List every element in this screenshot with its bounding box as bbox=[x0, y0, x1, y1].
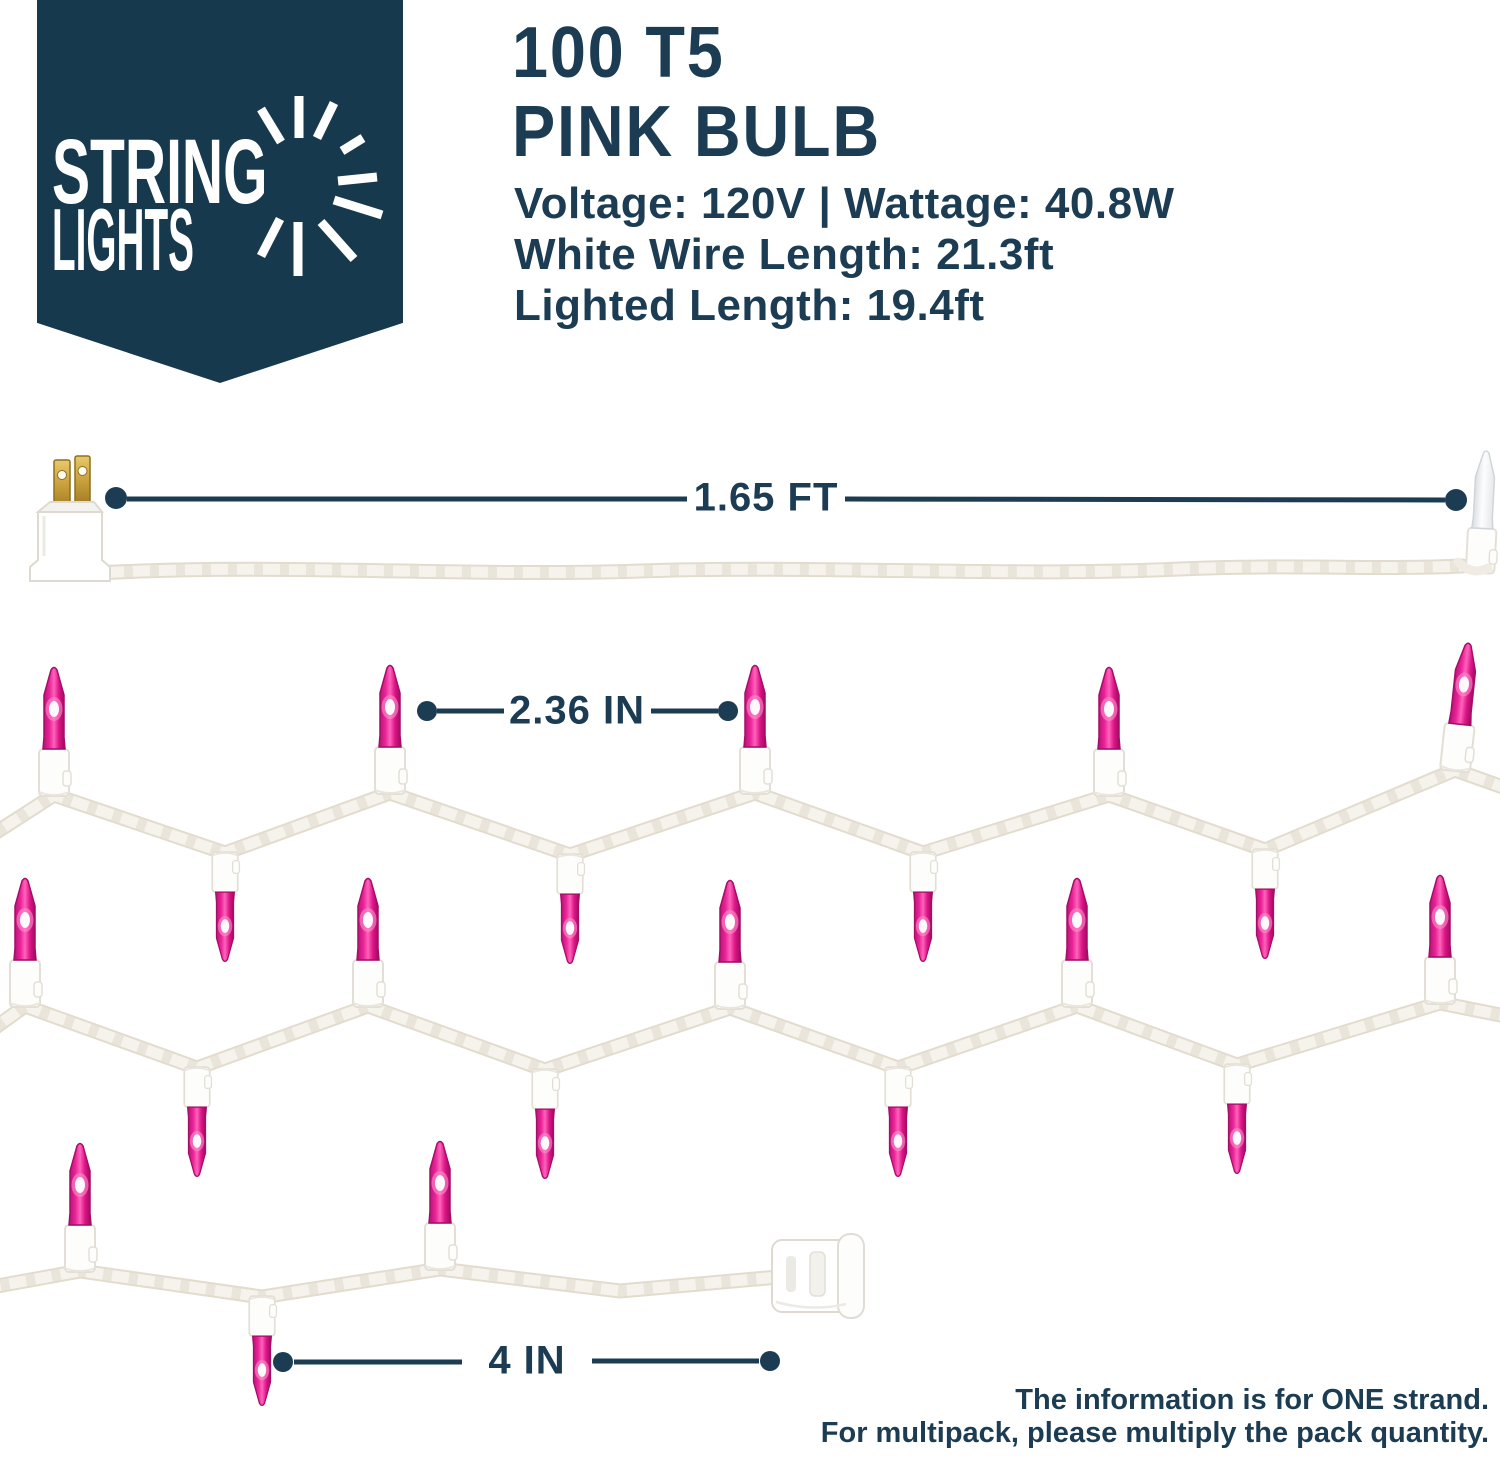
dimension-endpoint-dot bbox=[1445, 489, 1467, 511]
spec-voltage-wattage: Voltage: 120V | Wattage: 40.8W bbox=[514, 179, 1175, 228]
pink-bulb-down-icon bbox=[249, 1296, 276, 1405]
page-title-line2: PINK BULB bbox=[512, 92, 881, 172]
pink-bulb-up-icon bbox=[375, 666, 407, 795]
spec-lighted-length: Lighted Length: 19.4ft bbox=[514, 281, 985, 330]
spec-wire-length: White Wire Length: 21.3ft bbox=[514, 230, 1055, 279]
disclaimer-line1: The information is for ONE strand. bbox=[1015, 1384, 1489, 1416]
dimension-endpoint-dot bbox=[105, 487, 127, 509]
clear-bulb-icon bbox=[1466, 450, 1500, 573]
wire-loop bbox=[1453, 557, 1493, 576]
pink-bulb-down-icon bbox=[885, 1067, 912, 1176]
pink-bulb-down-icon bbox=[910, 852, 937, 961]
dim-label-drop-spacing: 4 IN bbox=[488, 1338, 566, 1383]
pink-bulb-up-icon bbox=[715, 881, 747, 1010]
pink-bulb-up-icon bbox=[1094, 668, 1126, 797]
strand-row-3 bbox=[0, 1142, 779, 1406]
pink-bulb-up-icon bbox=[1440, 642, 1485, 773]
pink-bulb-up-icon bbox=[353, 879, 385, 1008]
male-plug-icon bbox=[29, 455, 111, 582]
pink-bulb-down-icon bbox=[557, 854, 584, 963]
brand-banner: STRING LIGHTS bbox=[37, 0, 403, 383]
female-connector-icon bbox=[771, 1233, 865, 1319]
disclaimer-line2: For multipack, please multiply the pack … bbox=[820, 1417, 1489, 1449]
disclaimer: The information is for ONE strand. For m… bbox=[821, 1384, 1489, 1450]
dimension-line-drop-spacing bbox=[273, 1351, 780, 1372]
pink-bulb-down-icon bbox=[532, 1069, 559, 1178]
pink-bulb-up-icon bbox=[1425, 876, 1457, 1005]
dimension-endpoint-dot bbox=[273, 1352, 293, 1372]
dimension-line-lead-wire bbox=[105, 487, 1467, 511]
dimension-endpoint-dot bbox=[718, 701, 738, 721]
pink-bulb-down-icon bbox=[184, 1067, 211, 1176]
strand-row-1 bbox=[0, 642, 1500, 964]
pink-bulb-up-icon bbox=[740, 666, 772, 795]
strand-row-2 bbox=[0, 876, 1500, 1179]
pink-bulb-up-icon bbox=[425, 1142, 457, 1271]
dim-label-lead-wire: 1.65 FT bbox=[693, 475, 839, 520]
pink-bulb-down-icon bbox=[1224, 1064, 1251, 1173]
pink-bulb-up-icon bbox=[10, 879, 42, 1008]
dim-label-bulb-spacing: 2.36 IN bbox=[509, 688, 645, 733]
page-title-line1: 100 T5 bbox=[512, 13, 725, 93]
spec-list: Voltage: 120V | Wattage: 40.8W White Wir… bbox=[514, 178, 1175, 331]
dimension-endpoint-dot bbox=[417, 701, 437, 721]
starburst-icon bbox=[256, 96, 384, 276]
dimension-endpoint-dot bbox=[760, 1351, 780, 1371]
brand-name-line2: LIGHTS bbox=[52, 190, 194, 289]
pink-bulb-up-icon bbox=[39, 668, 71, 797]
pink-bulb-down-icon bbox=[1252, 849, 1279, 958]
pink-bulb-up-icon bbox=[65, 1144, 97, 1273]
pink-bulb-up-icon bbox=[1062, 879, 1094, 1008]
pink-bulb-down-icon bbox=[212, 852, 239, 961]
lead-wire bbox=[90, 558, 1470, 581]
brand-name-line1: STRING bbox=[52, 121, 268, 223]
dimension-line-bulb-spacing bbox=[417, 701, 738, 721]
